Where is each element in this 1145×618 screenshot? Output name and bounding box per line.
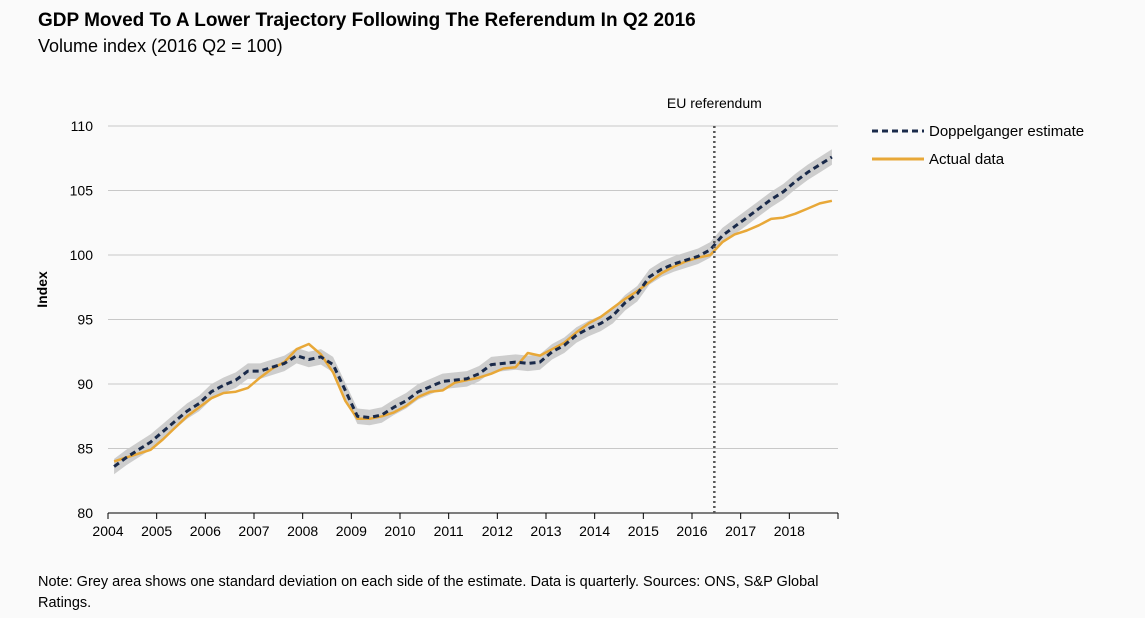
x-tick-label: 2007 <box>238 523 269 539</box>
std-dev-band <box>114 149 832 475</box>
x-tick-label: 2015 <box>628 523 659 539</box>
x-tick-label: 2005 <box>141 523 172 539</box>
y-tick-label: 85 <box>77 441 93 457</box>
y-tick-label: 100 <box>70 247 94 263</box>
y-axis-title: Index <box>34 271 50 308</box>
x-tick-label: 2011 <box>434 523 464 539</box>
legend-entry-label: Actual data <box>929 151 1005 168</box>
x-tick-label: 2008 <box>287 523 318 539</box>
y-tick-label: 80 <box>77 505 93 521</box>
y-tick-label: 105 <box>70 183 94 199</box>
x-tick-label: 2004 <box>92 523 123 539</box>
y-tick-label: 110 <box>71 118 94 134</box>
y-tick-label: 95 <box>77 312 93 328</box>
x-tick-label: 2012 <box>482 523 513 539</box>
series-lines <box>113 155 833 468</box>
y-tick-label: 90 <box>77 376 93 392</box>
x-tick-label: 2018 <box>774 523 805 539</box>
legend-entry-label: Doppelganger estimate <box>929 123 1084 140</box>
std-dev-band-area <box>114 149 832 475</box>
series-line-actual-data <box>113 199 833 463</box>
x-tick-label: 2006 <box>190 523 221 539</box>
annotation: EU referendum <box>667 95 762 513</box>
axes: 80 85 90 95 100 105 110 2004 2005 2006 2007 2008 200… <box>34 118 839 539</box>
x-tick-label: 2014 <box>579 523 610 539</box>
x-tick-label: 2009 <box>336 523 367 539</box>
chart-title: GDP Moved To A Lower Trajectory Followin… <box>38 10 696 31</box>
x-tick-label: 2013 <box>530 523 561 539</box>
x-tick-label: 2017 <box>725 523 756 539</box>
gridlines <box>108 125 838 449</box>
chart-note: Note: Grey area shows one standard devia… <box>38 574 819 611</box>
legend: Doppelganger estimate Actual data <box>872 123 1084 168</box>
x-tick-label: 2010 <box>384 523 415 539</box>
referendum-label: EU referendum <box>667 95 762 111</box>
chart-subtitle: Volume index (2016 Q2 = 100) <box>38 36 283 56</box>
series-line-doppelganger-estimate <box>113 155 833 468</box>
x-tick-label: 2016 <box>676 523 707 539</box>
